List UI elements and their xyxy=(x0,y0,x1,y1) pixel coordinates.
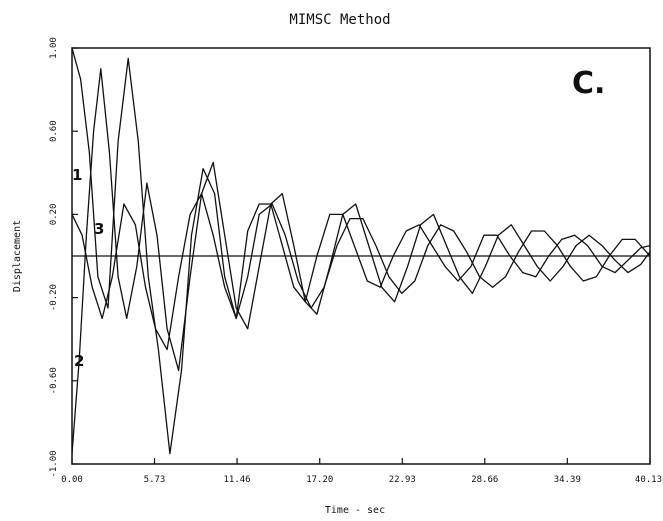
x-tick-label: 11.46 xyxy=(224,475,251,485)
y-tick-label: 1.00 xyxy=(49,37,59,59)
y-tick-label: -1.00 xyxy=(49,450,59,477)
x-tick-label: 0.00 xyxy=(61,475,83,485)
y-tick-label: -0.20 xyxy=(49,284,59,311)
x-tick-label: 40.13 xyxy=(635,475,662,485)
series-line-3 xyxy=(72,192,650,351)
y-tick-label: -0.60 xyxy=(49,367,59,394)
x-tick-label: 22.93 xyxy=(389,475,416,485)
x-tick-label: 5.73 xyxy=(144,475,166,485)
curve-label-2: 2 xyxy=(74,352,84,370)
series-line-2 xyxy=(72,68,650,454)
x-tick-label: 28.66 xyxy=(471,475,498,485)
y-tick-label: 0.60 xyxy=(49,120,59,142)
y-axis-label: Displacement xyxy=(12,220,23,292)
y-tick-label: 0.20 xyxy=(49,204,59,226)
series-line-1 xyxy=(72,48,650,455)
panel-label: C. xyxy=(572,66,605,101)
x-axis-label: Time - sec xyxy=(325,505,385,516)
x-tick-label: 34.39 xyxy=(554,475,581,485)
curve-label-1: 1 xyxy=(72,166,82,184)
x-tick-label: 17.20 xyxy=(306,475,333,485)
curve-label-3: 3 xyxy=(94,220,104,238)
chart-title: MIMSC Method xyxy=(289,12,390,28)
